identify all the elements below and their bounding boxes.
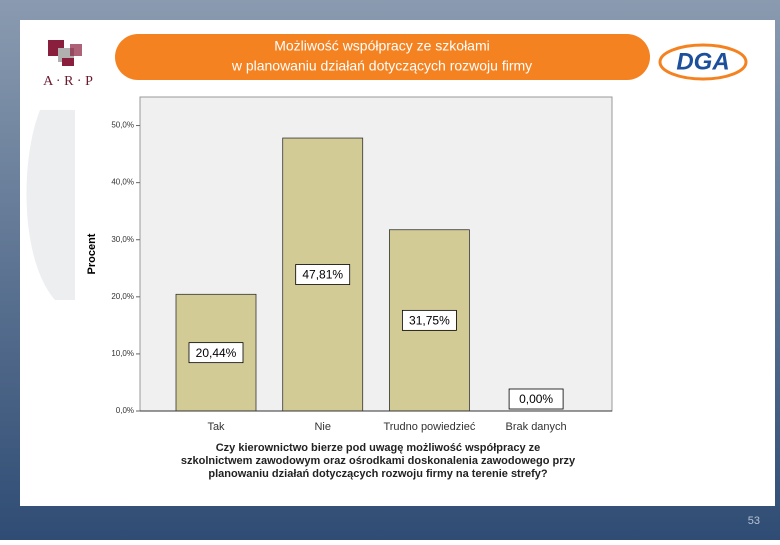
value-label-box [188, 342, 244, 364]
y-tick-label: 50,0% [111, 121, 134, 130]
y-tick-label: 20,0% [111, 292, 134, 301]
value-label-box [295, 264, 351, 285]
watermark [26, 110, 75, 300]
page-number: 53 [748, 515, 760, 527]
value-label: 31,75% [409, 314, 450, 328]
x-tick-label: Trudno powiedzieć [383, 421, 475, 433]
y-tick-label: 40,0% [111, 178, 134, 187]
x-axis-title: Czy kierownictwo bierze pod uwagę możliw… [216, 442, 541, 454]
y-tick-label: 30,0% [111, 235, 134, 244]
title-pill [115, 34, 650, 80]
y-tick-label: 0,0% [116, 406, 134, 415]
value-label-box [401, 309, 457, 331]
x-tick-label: Tak [207, 421, 225, 433]
dga-text: DGA [676, 48, 729, 75]
arp-logo: A · R · P [43, 40, 93, 89]
chart-title: w planowaniu działań dotyczących rozwoju… [231, 58, 532, 74]
chart-title: Możliwość współpracy ze szkołami [274, 38, 490, 54]
x-axis-title: planowaniu działań dotyczących rozwoju f… [208, 468, 548, 480]
x-tick-label: Brak danych [506, 421, 567, 433]
value-label: 20,44% [196, 346, 237, 360]
y-tick-label: 10,0% [111, 349, 134, 358]
x-tick-label: Nie [314, 421, 331, 433]
value-label: 0,00% [519, 392, 553, 406]
arp-text: A · R · P [43, 74, 93, 89]
y-axis-title: Procent [86, 233, 98, 274]
value-label: 47,81% [302, 268, 343, 282]
x-axis-title: szkolnictwem zawodowym oraz ośrodkami do… [181, 455, 576, 467]
dga-logo: DGA [658, 43, 748, 81]
value-label-box [508, 388, 564, 410]
